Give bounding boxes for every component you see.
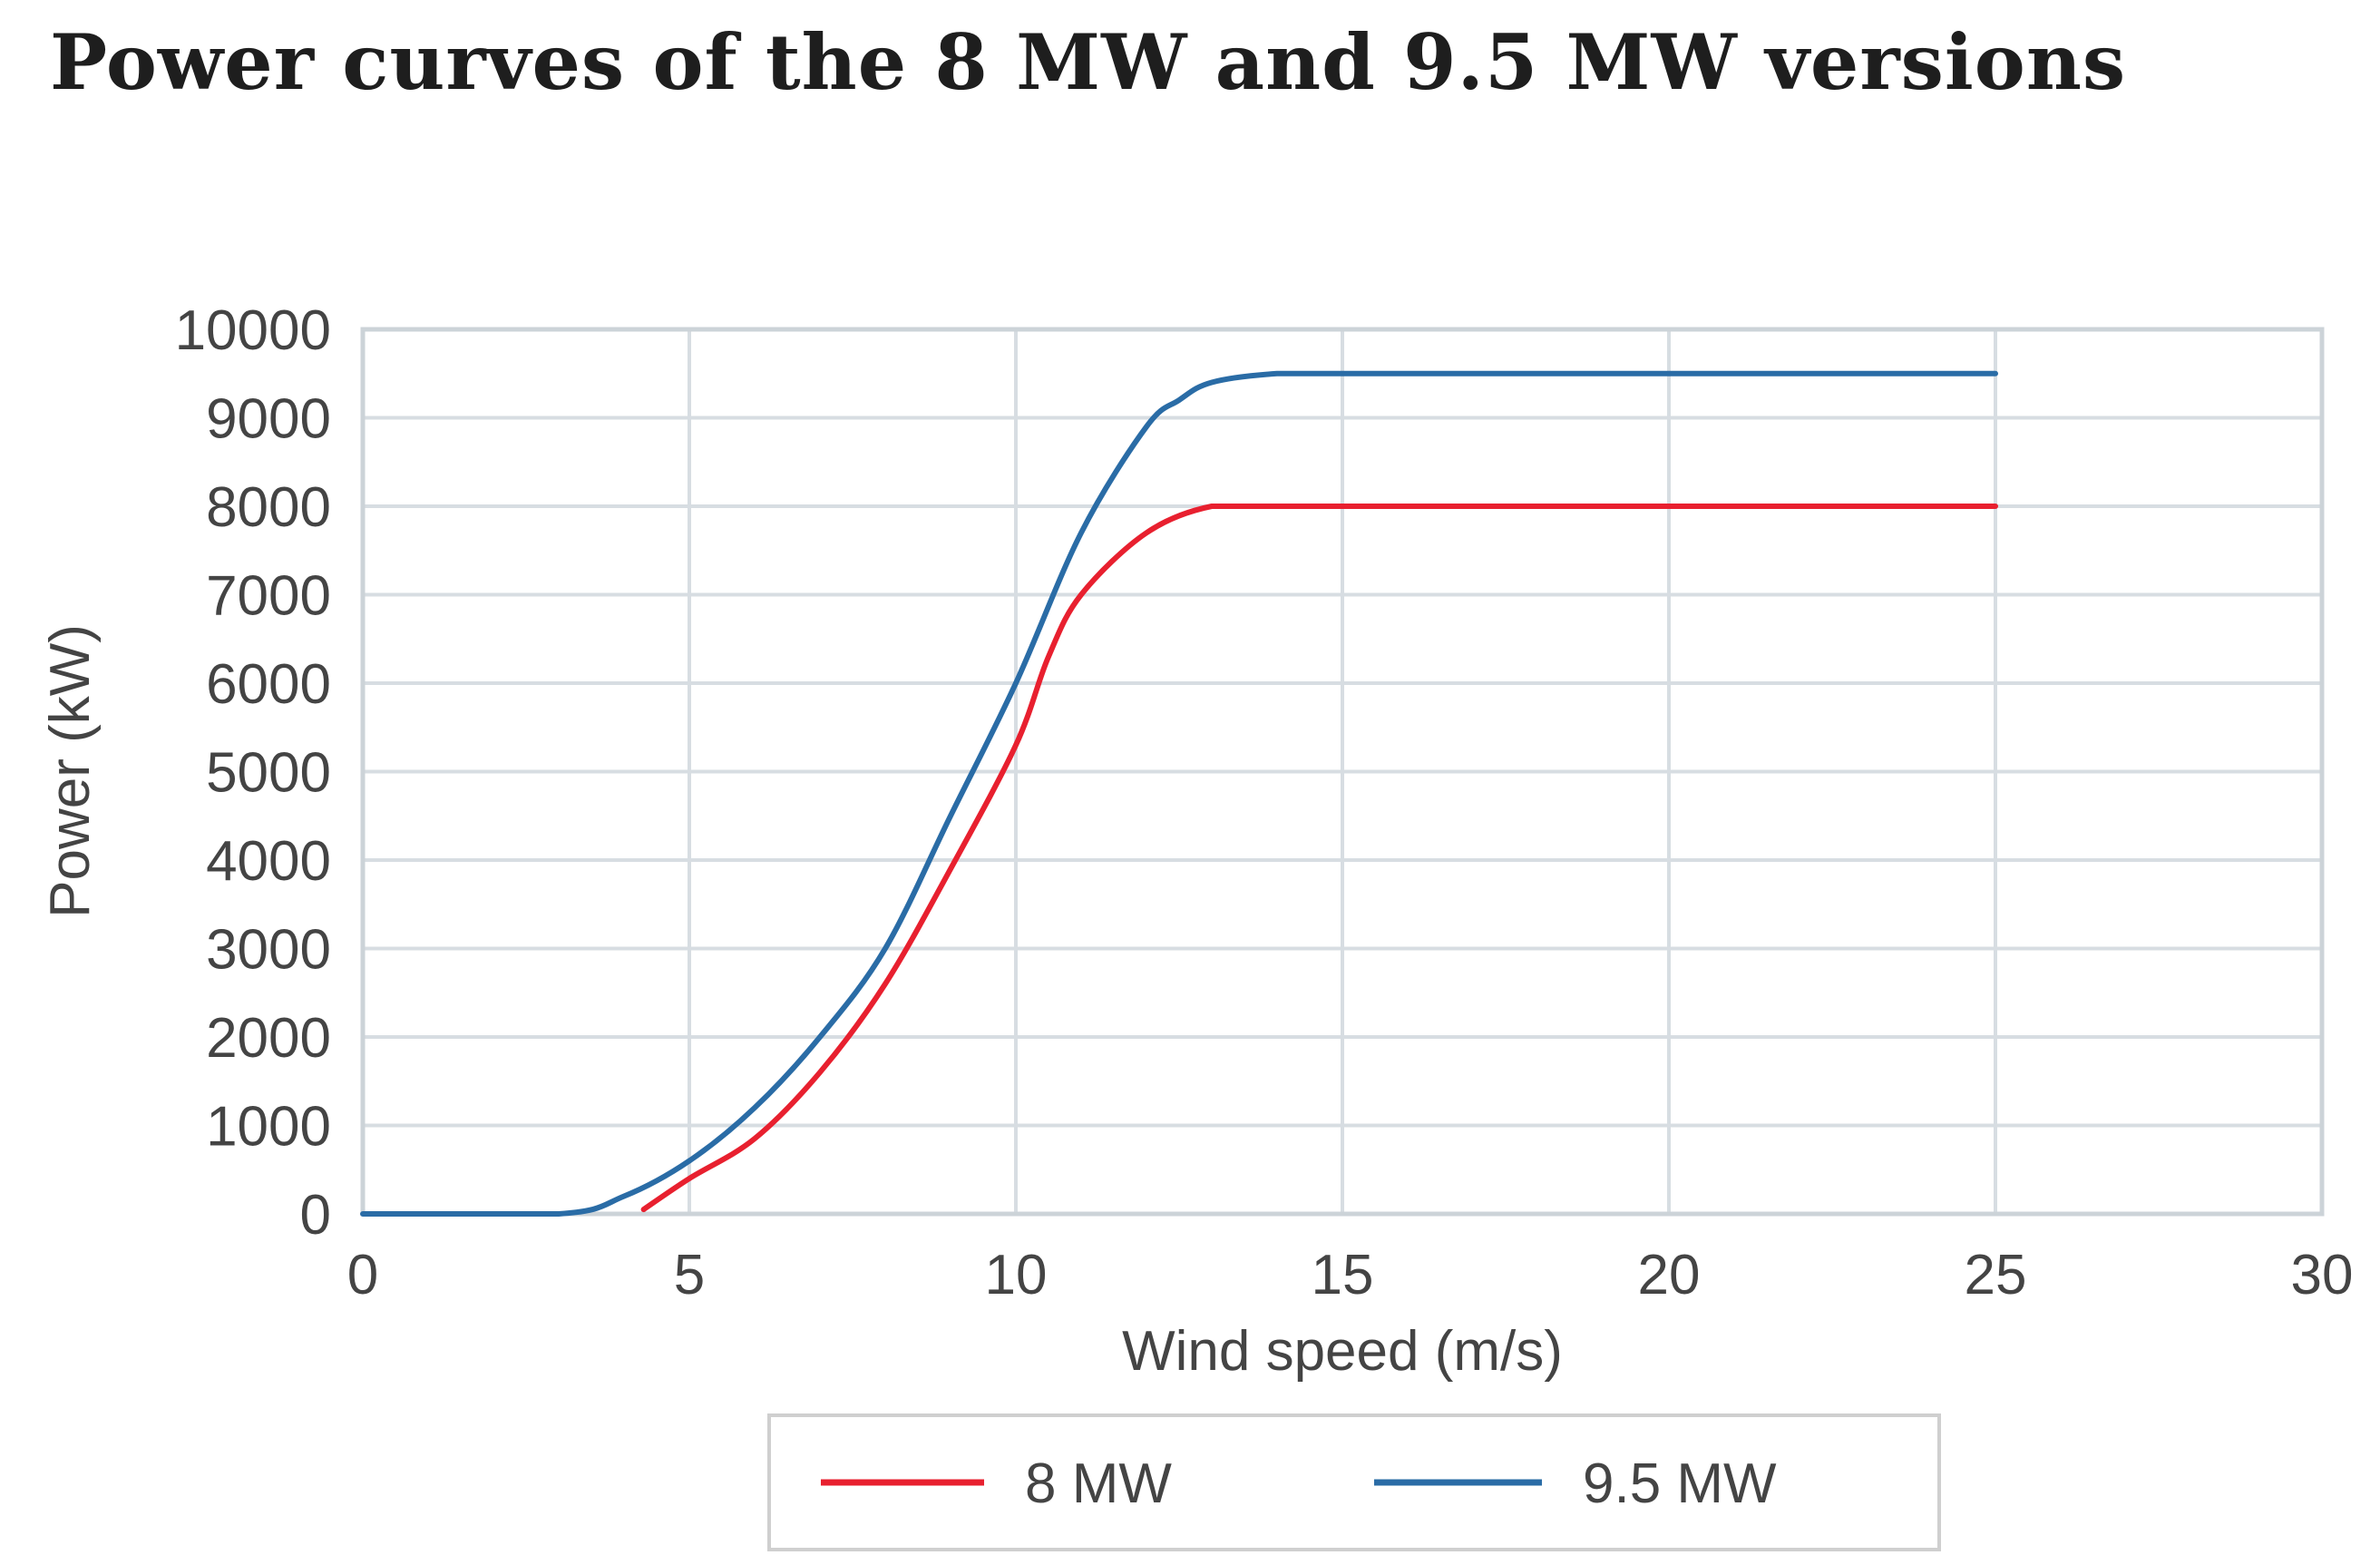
y-tick-label: 2000 <box>206 1007 331 1070</box>
x-tick-label: 25 <box>1965 1244 2027 1306</box>
legend-label-9-5mw: 9.5 MW <box>1583 1453 1777 1515</box>
y-tick-label: 8000 <box>206 476 331 539</box>
x-tick-label: 0 <box>347 1244 378 1306</box>
legend: 8 MW 9.5 MW <box>767 1413 1941 1551</box>
y-tick-label: 1000 <box>206 1096 331 1159</box>
series-layer <box>360 370 1998 1218</box>
series-line-9-5mw <box>360 370 1998 1218</box>
y-tick-label: 5000 <box>206 742 331 805</box>
chart-title: Power curves of the 8 MW and 9.5 MW vers… <box>50 17 2127 107</box>
x-tick-label: 30 <box>2291 1244 2354 1306</box>
x-tick-label: 5 <box>674 1244 705 1306</box>
y-tick-labels: 0 1000 2000 3000 4000 5000 6000 7000 8000 9000 100… <box>175 299 331 1247</box>
legend-label-8mw: 8 MW <box>1025 1453 1172 1515</box>
y-tick-label: 9000 <box>206 388 331 451</box>
y-tick-label: 10000 <box>175 299 331 362</box>
plot-frame <box>360 327 2325 1217</box>
y-tick-label: 3000 <box>206 919 331 982</box>
y-tick-label: 4000 <box>206 830 331 893</box>
y-axis-label: Power (kW) <box>39 624 102 918</box>
x-tick-labels: 0 5 10 15 20 25 30 <box>347 1244 2354 1306</box>
y-tick-label: 7000 <box>206 565 331 628</box>
x-tick-label: 20 <box>1638 1244 1701 1306</box>
x-tick-label: 10 <box>985 1244 1048 1306</box>
x-tick-label: 15 <box>1312 1244 1374 1306</box>
series-line-8mw <box>640 503 1998 1213</box>
x-axis-label: Wind speed (m/s) <box>1122 1320 1563 1383</box>
grid-layer <box>363 329 2322 1214</box>
y-tick-label: 6000 <box>206 653 331 716</box>
y-tick-label: 0 <box>300 1184 331 1247</box>
